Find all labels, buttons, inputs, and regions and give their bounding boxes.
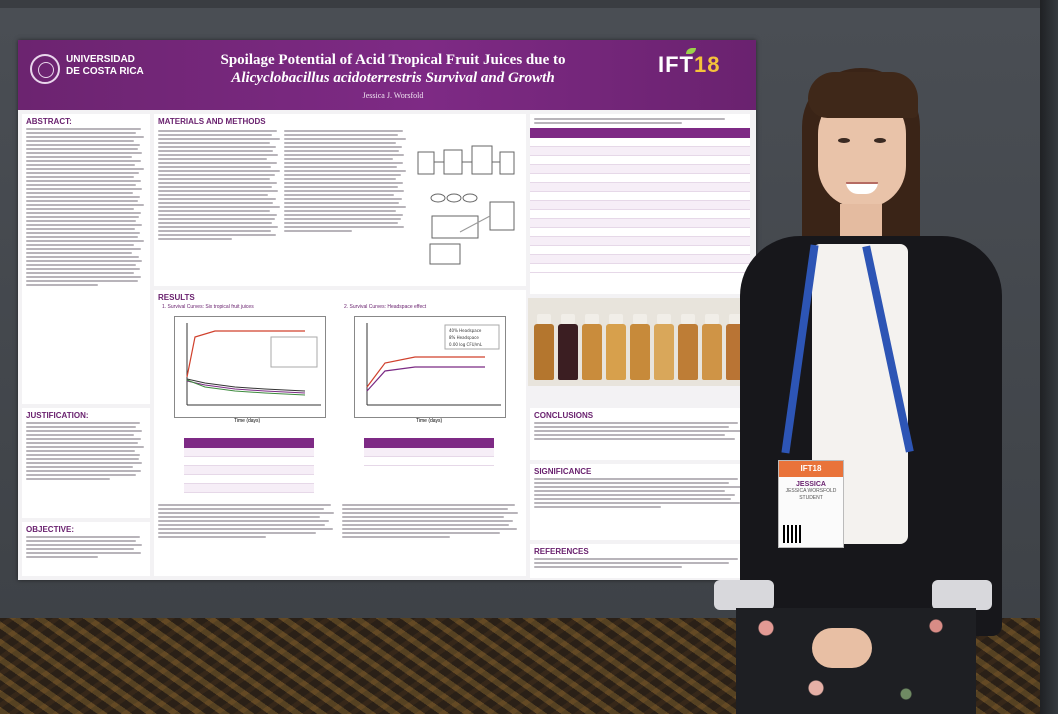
name-badge: IFT18 JESSICA JESSICA WORSFOLD STUDENT bbox=[778, 460, 844, 548]
table-body bbox=[530, 138, 750, 273]
legend-item-40-headspace: 40% Headspace bbox=[449, 328, 482, 333]
characterization-table bbox=[530, 114, 750, 294]
objective-panel: OBJECTIVE: bbox=[22, 522, 150, 576]
justification-heading: JUSTIFICATION: bbox=[26, 411, 89, 420]
chart-right-title: 2. Survival Curves: Headspace effect bbox=[344, 304, 427, 310]
methods-text-col1 bbox=[158, 128, 282, 242]
results-table-left bbox=[184, 438, 314, 498]
right-eye bbox=[874, 138, 886, 143]
x-axis-label-right: Time (days) bbox=[416, 418, 443, 424]
university-name: UNIVERSIDAD DE COSTA RICA bbox=[66, 54, 144, 77]
poster-author: Jessica J. Worsfold bbox=[362, 91, 424, 100]
x-axis-label-left: Time (days) bbox=[234, 418, 261, 424]
results-table-right bbox=[364, 438, 494, 478]
floral-skirt bbox=[736, 608, 976, 714]
ucr-seal-icon bbox=[30, 54, 60, 84]
badge-full-name: JESSICA WORSFOLD bbox=[785, 488, 837, 494]
badge-event: IFT18 bbox=[779, 461, 843, 477]
survival-chart-headspace: 40% Headspace 8% Headspace 0.00 log CFU/… bbox=[354, 316, 506, 418]
conclusions-heading: CONCLUSIONS bbox=[534, 411, 594, 420]
left-eye bbox=[838, 138, 850, 143]
methods-diagram bbox=[417, 145, 515, 265]
poster-banner: UNIVERSIDAD DE COSTA RICA Spoilage Poten… bbox=[18, 40, 756, 110]
ift-leaf-icon bbox=[686, 48, 696, 54]
left-sleeve-cuff bbox=[714, 580, 774, 610]
board-frame-edge bbox=[1040, 0, 1058, 714]
table-header bbox=[530, 128, 750, 138]
references-panel: REFERENCES bbox=[530, 544, 750, 578]
research-poster: UNIVERSIDAD DE COSTA RICA Spoilage Poten… bbox=[18, 40, 756, 580]
objective-text bbox=[26, 536, 146, 558]
badge-first-name: JESSICA bbox=[796, 481, 826, 488]
methods-heading: MATERIALS AND METHODS bbox=[158, 117, 266, 126]
presenter-hair-front bbox=[808, 72, 918, 118]
chart-left-title: 1. Survival Curves: Six tropical fruit j… bbox=[162, 304, 254, 310]
poster-title-line1: Spoilage Potential of Acid Tropical Frui… bbox=[220, 52, 566, 68]
legend-item-8-headspace: 8% Headspace bbox=[449, 335, 479, 340]
ift-logo: IFT18 bbox=[658, 52, 720, 78]
ift-logo-text: IFT bbox=[658, 52, 694, 77]
presenter-smile bbox=[846, 182, 878, 194]
objective-heading: OBJECTIVE: bbox=[26, 525, 75, 534]
abstract-panel: ABSTRACT: bbox=[22, 114, 150, 404]
qr-code-icon bbox=[783, 525, 801, 543]
table-caption bbox=[534, 118, 746, 124]
significance-panel: SIGNIFICANCE bbox=[530, 464, 750, 540]
presenter: IFT18 JESSICA JESSICA WORSFOLD STUDENT bbox=[700, 68, 1020, 714]
methods-panel: MATERIALS AND METHODS bbox=[154, 114, 526, 286]
abstract-heading: ABSTRACT: bbox=[26, 117, 72, 126]
results-panel: RESULTS 1. Survival Curves: Six tropical… bbox=[154, 290, 526, 576]
legend-item-detection-limit: 0.00 log CFU/mL bbox=[449, 342, 483, 347]
results-heading: RESULTS bbox=[158, 293, 195, 302]
poster-title-line2: Alicyclobacillus acidoterrestris Surviva… bbox=[231, 70, 555, 86]
survival-chart-juices bbox=[174, 316, 326, 418]
results-text-left bbox=[158, 502, 338, 540]
badge-role: STUDENT bbox=[799, 495, 823, 501]
presenter-hands bbox=[812, 628, 872, 668]
significance-text bbox=[534, 478, 746, 508]
conclusions-panel: CONCLUSIONS bbox=[530, 408, 750, 460]
conclusions-text bbox=[534, 422, 746, 440]
justification-panel: JUSTIFICATION: bbox=[22, 408, 150, 518]
references-heading: REFERENCES bbox=[534, 547, 589, 556]
references-text bbox=[534, 558, 746, 568]
abstract-text bbox=[26, 128, 146, 286]
ift-logo-year: 18 bbox=[694, 52, 721, 77]
results-text-right bbox=[342, 502, 522, 540]
justification-text bbox=[26, 422, 146, 480]
methods-text-col2 bbox=[284, 128, 408, 234]
juice-samples-photo bbox=[528, 298, 748, 386]
right-sleeve-cuff bbox=[932, 580, 992, 610]
significance-heading: SIGNIFICANCE bbox=[534, 467, 592, 476]
